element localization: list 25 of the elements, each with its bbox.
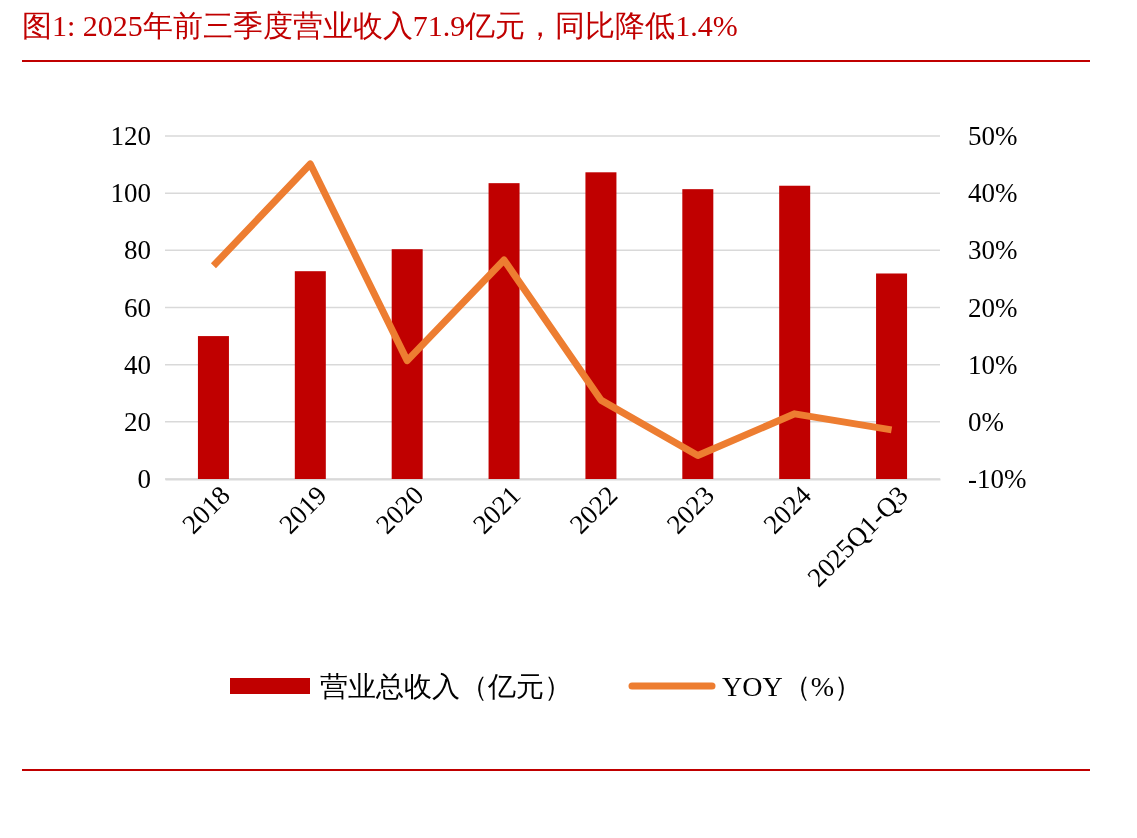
- bar: [682, 189, 714, 479]
- bar: [294, 271, 326, 479]
- bar: [876, 273, 908, 479]
- y2-tick-label: 10%: [968, 349, 1018, 380]
- bar: [197, 336, 229, 479]
- bar: [585, 172, 617, 479]
- y2-tick-label: 40%: [968, 178, 1018, 209]
- bar: [488, 183, 520, 479]
- y-tick-label: 60: [124, 292, 151, 323]
- legend-label: YOY（%）: [722, 671, 862, 702]
- bar: [391, 249, 423, 479]
- y-tick-label: 120: [110, 121, 151, 152]
- y-tick-label: 20: [124, 406, 151, 437]
- y2-tick-label: 0%: [968, 406, 1004, 437]
- bar: [779, 185, 811, 479]
- y-tick-label: 40: [124, 349, 151, 380]
- y-tick-label: 100: [110, 178, 151, 209]
- y-tick-label: 80: [124, 235, 151, 266]
- y2-tick-label: 20%: [968, 292, 1018, 323]
- legend-label: 营业总收入（亿元）: [320, 671, 572, 702]
- y2-tick-label: -10%: [968, 464, 1027, 495]
- chart-title: 图1: 2025年前三季度营业收入71.9亿元，同比降低1.4%: [22, 9, 738, 42]
- y2-tick-label: 50%: [968, 121, 1018, 152]
- y2-tick-label: 30%: [968, 235, 1018, 266]
- y-tick-label: 0: [137, 464, 151, 495]
